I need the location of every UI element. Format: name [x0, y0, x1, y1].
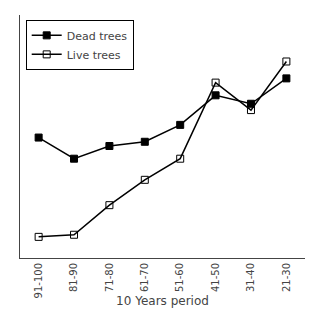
- svg-text:81-90: 81-90: [68, 263, 79, 292]
- svg-text:71-80: 71-80: [104, 263, 115, 292]
- svg-text:41-50: 41-50: [210, 263, 221, 292]
- svg-text:91-100: 91-100: [33, 263, 44, 298]
- svg-text:61-70: 61-70: [139, 263, 150, 292]
- svg-text:Live trees: Live trees: [67, 49, 121, 62]
- svg-text:51-60: 51-60: [174, 263, 185, 292]
- svg-text:31-40: 31-40: [245, 263, 256, 292]
- svg-text:10 Years period: 10 Years period: [116, 294, 209, 308]
- svg-text:21-30: 21-30: [281, 263, 292, 292]
- svg-text:Dead trees: Dead trees: [67, 30, 128, 43]
